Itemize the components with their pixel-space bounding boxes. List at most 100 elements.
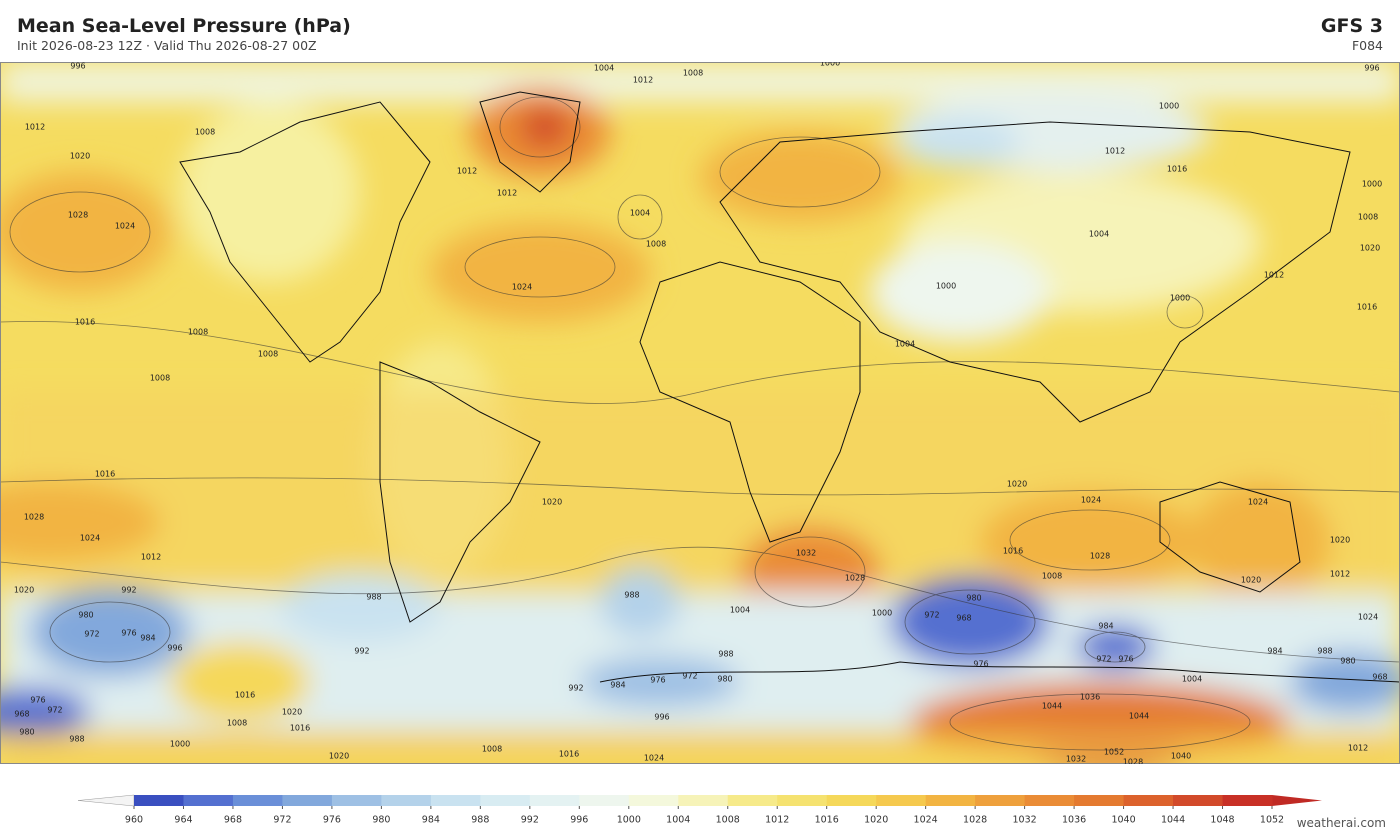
- colorbar-bin: [579, 795, 630, 806]
- colorbar-tick-label: 1012: [765, 815, 789, 826]
- colorbar-bin: [134, 795, 184, 806]
- contour-label: 1016: [235, 691, 255, 700]
- contour-label: 1004: [630, 209, 650, 218]
- contour-label: 1044: [1042, 702, 1062, 711]
- contour-label: 1028: [24, 513, 44, 522]
- contour-label: 984: [610, 681, 625, 690]
- contour-label: 972: [924, 611, 939, 620]
- colorbar-tick-label: 992: [521, 815, 539, 826]
- contour-label: 996: [1364, 64, 1379, 73]
- contour-label: 1012: [141, 553, 161, 562]
- contour-label: 1024: [80, 534, 100, 543]
- contour-label: 988: [624, 591, 639, 600]
- contour-label: 1032: [1066, 755, 1086, 764]
- contour-label: 988: [1317, 647, 1332, 656]
- contour-label: 992: [354, 647, 369, 656]
- colorbar-tick-label: 1032: [1013, 815, 1037, 826]
- contour-label: 1020: [14, 586, 34, 595]
- contour-label: 976: [1118, 655, 1133, 664]
- colorbar-bin: [282, 795, 333, 806]
- colorbar-tick-label: 976: [323, 815, 341, 826]
- contour-label: 988: [69, 735, 84, 744]
- contour-label: 1008: [188, 328, 208, 337]
- contour-label: 1028: [1090, 552, 1110, 561]
- colorbar-bin: [1074, 795, 1125, 806]
- colorbar-tick-label: 1036: [1062, 815, 1086, 826]
- contour-label: 1008: [150, 374, 170, 383]
- contour-label: 976: [650, 676, 665, 685]
- colorbar-tick-label: 1040: [1111, 815, 1135, 826]
- coastlines: [179, 91, 1400, 683]
- colorbar-tick-label: 1008: [716, 815, 740, 826]
- colorbar-tick-label: 1004: [666, 815, 690, 826]
- contour-label: 1020: [329, 752, 349, 761]
- contour-label: 972: [47, 706, 62, 715]
- contour-label: 1028: [1123, 758, 1143, 765]
- contour-label: 996: [70, 62, 85, 71]
- contour-label: 1008: [683, 69, 703, 78]
- contour-label: 1004: [1089, 230, 1109, 239]
- contour-label: 988: [718, 650, 733, 659]
- contour-label: 1024: [1248, 498, 1268, 507]
- contour-label: 1036: [1080, 693, 1100, 702]
- colorbar-bin: [925, 795, 976, 806]
- contour-label: 1008: [195, 128, 215, 137]
- contour-label: 1012: [497, 189, 517, 198]
- colorbar-over: [1272, 795, 1322, 806]
- contour-label: 1040: [1171, 752, 1191, 761]
- contour-label: 972: [682, 672, 697, 681]
- contour-label: 972: [84, 630, 99, 639]
- contour-label: 1000: [1159, 102, 1179, 111]
- contour-label: 1000: [1362, 180, 1382, 189]
- contour-label: 1024: [115, 222, 135, 231]
- contour-label: 968: [956, 614, 971, 623]
- contour-label: 1020: [282, 708, 302, 717]
- contour-label: 1008: [258, 350, 278, 359]
- contour-label: 984: [1098, 622, 1113, 631]
- colorbar-bin: [975, 795, 1026, 806]
- contour-label: 1012: [633, 76, 653, 85]
- contour-label: 1008: [482, 745, 502, 754]
- contour-label: 1008: [227, 719, 247, 728]
- colorbar-bin: [529, 795, 580, 806]
- contour-label: 980: [717, 675, 732, 684]
- contour-label: 1024: [512, 283, 532, 292]
- contour-label: 1020: [1330, 536, 1350, 545]
- contour-label: 1016: [1167, 165, 1187, 174]
- contour-label: 1016: [75, 318, 95, 327]
- colorbar-bin: [1123, 795, 1174, 806]
- colorbar-bin: [480, 795, 531, 806]
- contour-label: 992: [568, 684, 583, 693]
- colorbar: 960 964 968 972 976 980 984 988 992 996 1000 1004 10…: [77, 794, 1322, 826]
- contour-label: 1020: [542, 498, 562, 507]
- contour-label: 996: [654, 713, 669, 722]
- colorbar-bin: [727, 795, 778, 806]
- contour-label: 1012: [1330, 570, 1350, 579]
- contour-label: 1016: [290, 724, 310, 733]
- isobars: [0, 96, 1400, 751]
- contour-label: 976: [973, 660, 988, 669]
- colorbar-tick-label: 964: [174, 815, 192, 826]
- contour-label: 1012: [1264, 271, 1284, 280]
- contour-label: 1000: [936, 282, 956, 291]
- contour-label: 1004: [730, 606, 750, 615]
- colorbar-tick-label: 980: [372, 815, 390, 826]
- colorbar-tick-label: 960: [125, 815, 143, 826]
- colorbar-tick-label: 996: [570, 815, 588, 826]
- colorbar-tick-label: 1052: [1260, 815, 1284, 826]
- contour-label: 1008: [1042, 572, 1062, 581]
- credit: weatherai.com: [1296, 816, 1386, 830]
- contour-label: 1008: [1358, 213, 1378, 222]
- contour-label: 1016: [1003, 547, 1023, 556]
- forecast-hour: F084: [1351, 38, 1383, 53]
- colorbar-tick-label: 1016: [815, 815, 839, 826]
- contour-label: 976: [30, 696, 45, 705]
- colorbar-bin: [1173, 795, 1224, 806]
- contour-label: 1028: [68, 211, 88, 220]
- contour-label: 1024: [1081, 496, 1101, 505]
- pressure-map: 996 1004 1000 996 1012 1008 1012 1020 1008 1000 10…: [0, 62, 1400, 764]
- contour-label: 968: [1372, 673, 1387, 682]
- contour-label: 984: [1267, 647, 1282, 656]
- colorbar-tick-label: 1044: [1161, 815, 1185, 826]
